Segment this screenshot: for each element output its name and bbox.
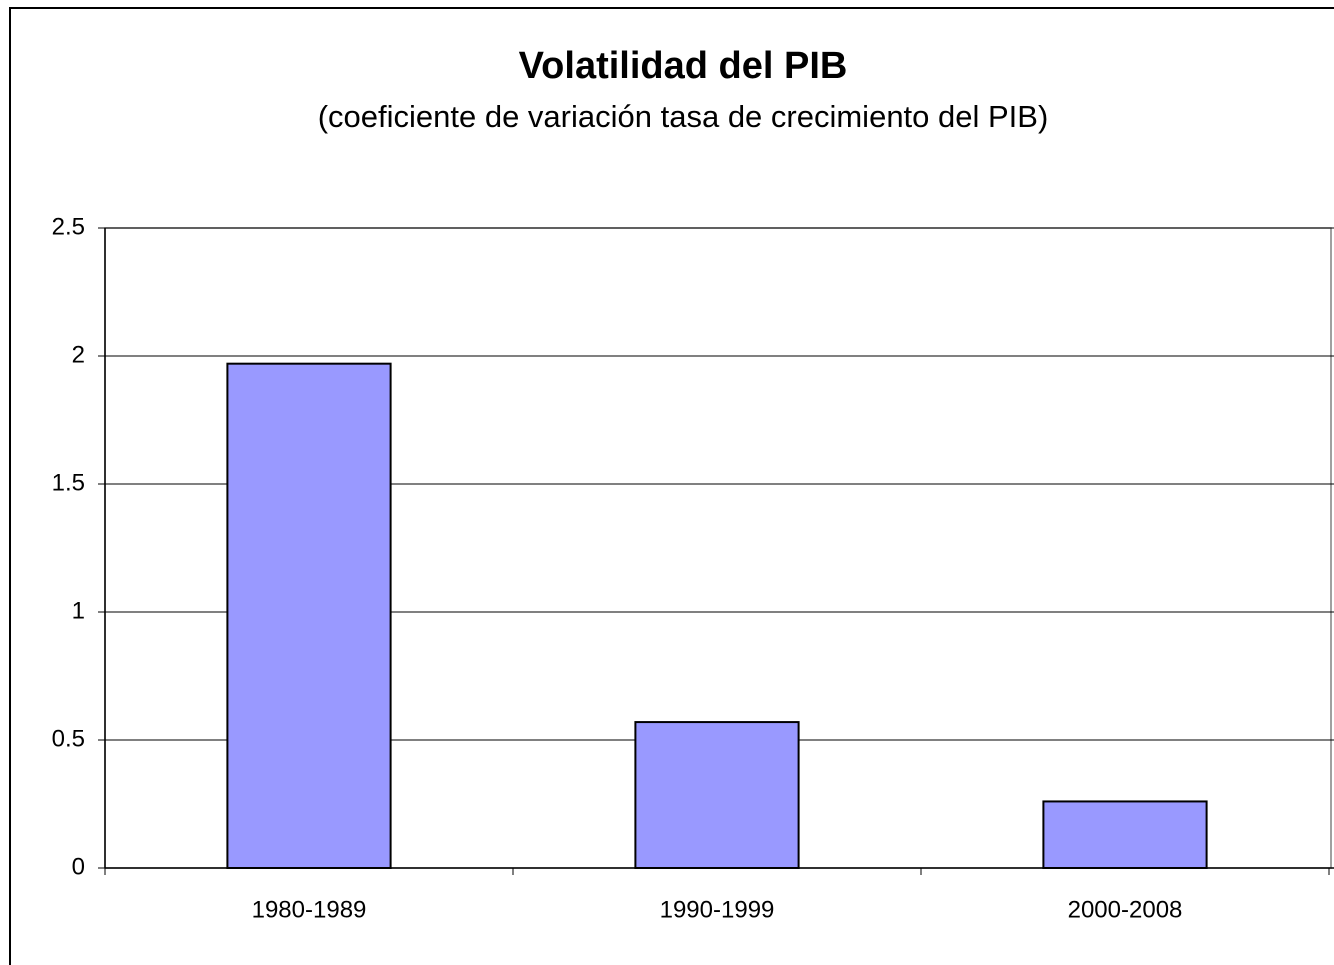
y-tick-label: 2.5 [52,213,85,240]
y-tick-label: 0 [72,853,85,880]
x-tick-label: 2000-2008 [1068,896,1183,923]
y-tick-label: 1.5 [52,469,85,496]
y-tick-label: 1 [72,597,85,624]
y-tick-label: 2 [72,341,85,368]
bar [634,721,800,870]
y-tick-label: 0.5 [52,725,85,752]
x-tick-label: 1990-1999 [660,896,775,923]
x-tick-label: 1980-1989 [252,896,367,923]
bar [1042,800,1208,869]
chart-subtitle: (coeficiente de variación tasa de crecim… [318,99,1049,134]
chart-title: Volatilidad del PIB [519,45,848,87]
bar [226,362,392,869]
